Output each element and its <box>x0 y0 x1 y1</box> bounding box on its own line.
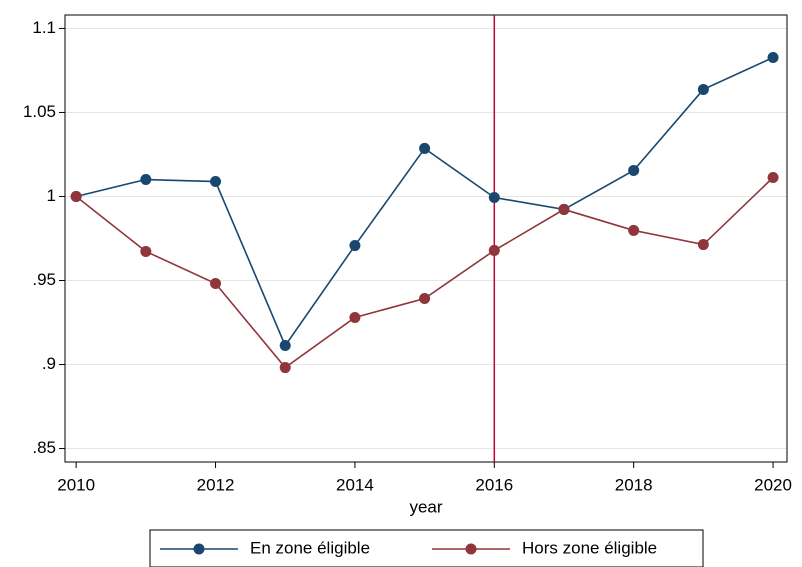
point <box>697 83 709 95</box>
point <box>488 244 500 256</box>
point <box>767 171 779 183</box>
y-tick-label: 1 <box>47 186 56 205</box>
point <box>140 245 152 257</box>
y-tick-label: 1.05 <box>23 102 56 121</box>
point <box>279 340 291 352</box>
plot-frame <box>64 14 788 463</box>
point <box>419 142 431 154</box>
point <box>419 292 431 304</box>
point <box>349 311 361 323</box>
x-tick-label: 2018 <box>615 475 653 494</box>
y-tick-label: 1.1 <box>32 18 56 37</box>
point <box>488 191 500 203</box>
point <box>70 190 82 202</box>
point <box>140 174 152 186</box>
point <box>697 239 709 251</box>
point <box>558 203 570 215</box>
x-tick-label: 2016 <box>475 475 513 494</box>
legend-label: En zone éligible <box>250 538 370 557</box>
point <box>210 278 222 290</box>
point <box>210 176 222 188</box>
legend-marker <box>465 543 477 555</box>
point <box>628 224 640 236</box>
x-tick-label: 2014 <box>336 475 374 494</box>
legend-box <box>149 529 704 567</box>
x-tick-label: 2010 <box>57 475 95 494</box>
y-tick-label: .85 <box>32 438 56 457</box>
legend-marker <box>193 543 205 555</box>
point <box>767 52 779 64</box>
x-tick-label: 2020 <box>754 475 792 494</box>
x-axis-label: year <box>409 497 442 516</box>
point <box>279 362 291 374</box>
y-tick-label: .9 <box>42 354 56 373</box>
y-tick-label: .95 <box>32 270 56 289</box>
point <box>349 240 361 252</box>
x-tick-label: 2012 <box>197 475 235 494</box>
point <box>628 164 640 176</box>
legend-label: Hors zone éligible <box>522 538 657 557</box>
